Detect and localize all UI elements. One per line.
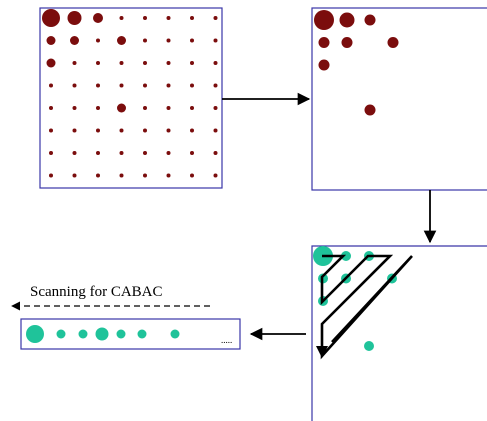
scan-output-frame bbox=[20, 318, 241, 350]
matrix-coefficient-dot bbox=[190, 61, 194, 65]
matrix-coefficient-dot bbox=[143, 16, 147, 20]
quantized-coefficient-dot bbox=[318, 37, 330, 48]
matrix-coefficient-dot bbox=[190, 83, 194, 88]
matrix-coefficient-dot bbox=[72, 61, 77, 65]
matrix-coefficient-dot bbox=[213, 61, 218, 65]
matrix-coefficient-dot bbox=[166, 38, 171, 43]
matrix-coefficient-dot bbox=[96, 151, 100, 155]
matrix-coefficient-dot bbox=[72, 128, 77, 133]
matrix-coefficient-dot bbox=[166, 83, 171, 88]
scan-output-ellipsis: ..... bbox=[221, 335, 232, 345]
matrix-coefficient-dot bbox=[190, 151, 194, 155]
zigzag-arrowhead-icon bbox=[316, 346, 328, 358]
matrix-dots bbox=[42, 9, 218, 178]
matrix-coefficient-dot bbox=[70, 36, 79, 45]
coefficient-matrix-panel bbox=[39, 7, 223, 189]
matrix-coefficient-dot bbox=[213, 128, 218, 133]
matrix-coefficient-dot bbox=[72, 173, 77, 178]
quantized-coefficient-dot bbox=[339, 12, 355, 28]
matrix-coefficient-dot bbox=[119, 151, 124, 155]
matrix-coefficient-dot bbox=[119, 128, 124, 133]
matrix-coefficient-dot bbox=[119, 61, 124, 65]
matrix-coefficient-dot bbox=[166, 128, 171, 133]
matrix-coefficient-dot bbox=[119, 83, 124, 88]
quantized-coefficient-dot bbox=[387, 37, 399, 48]
quantized-dots bbox=[314, 10, 399, 116]
matrix-frame bbox=[39, 7, 223, 189]
quantized-panel bbox=[311, 7, 487, 191]
matrix-coefficient-dot bbox=[49, 106, 53, 110]
matrix-coefficient-dot bbox=[190, 106, 194, 110]
scan-panel-frame bbox=[311, 245, 487, 421]
matrix-coefficient-dot bbox=[213, 38, 218, 43]
matrix-coefficient-dot bbox=[49, 151, 53, 155]
matrix-coefficient-dot bbox=[93, 13, 103, 23]
quantized-coefficient-dot bbox=[318, 59, 330, 71]
scan-panel bbox=[311, 245, 487, 421]
scan-output-sequence bbox=[26, 325, 180, 343]
quantized-coefficient-dot bbox=[364, 14, 376, 26]
matrix-coefficient-dot bbox=[72, 151, 77, 155]
matrix-coefficient-dot bbox=[96, 83, 100, 88]
matrix-coefficient-dot bbox=[143, 83, 147, 88]
matrix-coefficient-dot bbox=[143, 106, 147, 110]
matrix-coefficient-dot bbox=[119, 16, 124, 20]
quantized-coefficient-dot bbox=[364, 104, 376, 116]
matrix-coefficient-dot bbox=[46, 58, 56, 68]
matrix-coefficient-dot bbox=[96, 38, 100, 43]
quantized-frame bbox=[311, 7, 487, 191]
sequence-coefficient-dot bbox=[170, 329, 180, 339]
scanned-coefficient-dot bbox=[341, 251, 351, 261]
matrix-coefficient-dot bbox=[166, 106, 171, 110]
matrix-coefficient-dot bbox=[166, 61, 171, 65]
scan-label: Scanning for CABAC bbox=[30, 284, 163, 300]
matrix-coefficient-dot bbox=[143, 38, 147, 43]
matrix-coefficient-dot bbox=[143, 151, 147, 155]
matrix-coefficient-dot bbox=[96, 106, 100, 110]
matrix-coefficient-dot bbox=[213, 106, 218, 110]
matrix-coefficient-dot bbox=[213, 151, 218, 155]
quantized-coefficient-dot bbox=[314, 10, 334, 30]
matrix-coefficient-dot bbox=[119, 173, 124, 178]
sequence-coefficient-dot bbox=[26, 325, 44, 343]
matrix-coefficient-dot bbox=[213, 16, 218, 20]
sequence-coefficient-dot bbox=[137, 329, 147, 339]
scanned-coefficient-dot bbox=[364, 341, 374, 351]
matrix-coefficient-dot bbox=[143, 173, 147, 178]
sequence-coefficient-dot bbox=[56, 329, 66, 339]
sequence-coefficient-dot bbox=[95, 327, 109, 341]
matrix-coefficient-dot bbox=[213, 173, 218, 178]
matrix-coefficient-dot bbox=[96, 173, 100, 178]
matrix-coefficient-dot bbox=[190, 128, 194, 133]
sequence-coefficient-dot bbox=[78, 329, 88, 339]
matrix-coefficient-dot bbox=[49, 173, 53, 178]
matrix-coefficient-dot bbox=[190, 16, 194, 20]
matrix-coefficient-dot bbox=[72, 106, 77, 110]
matrix-coefficient-dot bbox=[143, 61, 147, 65]
matrix-coefficient-dot bbox=[42, 9, 60, 27]
zigzag-scan-path bbox=[320, 254, 413, 360]
matrix-coefficient-dot bbox=[213, 83, 218, 88]
matrix-coefficient-dot bbox=[166, 16, 171, 20]
matrix-coefficient-dot bbox=[72, 83, 77, 88]
matrix-coefficient-dot bbox=[166, 173, 171, 178]
matrix-coefficient-dot bbox=[67, 11, 82, 25]
sequence-coefficient-dot bbox=[116, 329, 126, 339]
matrix-coefficient-dot bbox=[49, 83, 53, 88]
matrix-coefficient-dot bbox=[190, 173, 194, 178]
quantized-coefficient-dot bbox=[341, 37, 353, 48]
matrix-coefficient-dot bbox=[117, 36, 126, 45]
matrix-coefficient-dot bbox=[96, 61, 100, 65]
matrix-coefficient-dot bbox=[96, 128, 100, 133]
matrix-coefficient-dot bbox=[166, 151, 171, 155]
matrix-coefficient-dot bbox=[190, 38, 194, 43]
matrix-coefficient-dot bbox=[117, 103, 126, 113]
matrix-coefficient-dot bbox=[46, 36, 56, 45]
matrix-coefficient-dot bbox=[143, 128, 147, 133]
matrix-coefficient-dot bbox=[49, 128, 53, 133]
